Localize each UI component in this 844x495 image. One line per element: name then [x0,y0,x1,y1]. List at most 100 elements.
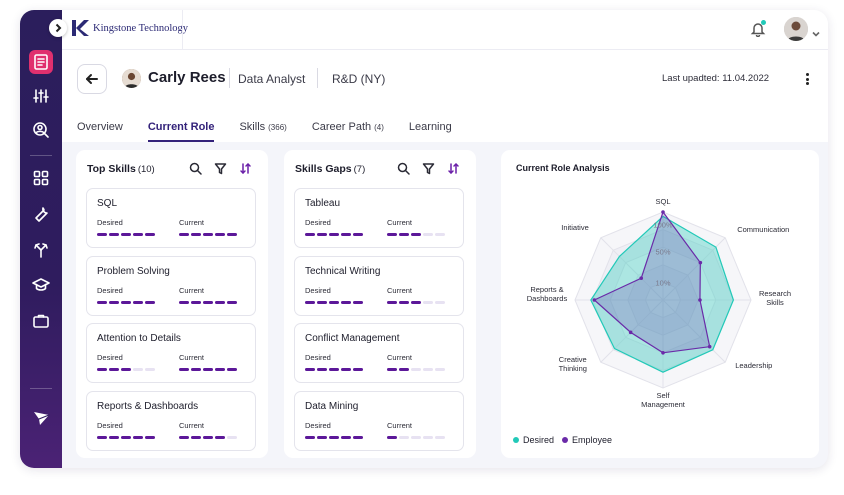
desired-level-bar [305,368,363,371]
level-segment [121,233,131,236]
app-window: Kingstone Technology Carly Rees Data Ana… [20,10,828,468]
level-segment [305,300,315,304]
level-segment [317,435,327,439]
level-segment [399,435,409,439]
skill-card[interactable]: Problem Solving Desired Current [86,255,256,316]
radar-series-desired [590,215,735,373]
notifications-button[interactable] [750,20,768,39]
chart-legend: Desired Employee [513,435,620,445]
filter-icon[interactable] [422,162,436,176]
level-segment [179,233,189,236]
divider [182,10,183,50]
user-avatar[interactable] [784,17,808,41]
search-icon[interactable] [397,162,411,176]
paper-plane-logo-icon [29,406,53,430]
employee-name: Carly Rees [148,69,226,86]
skill-card[interactable]: Data Mining Desired Current [294,390,464,451]
current-label: Current [179,420,205,430]
level-segment [227,300,237,304]
desired-label: Desired [97,218,123,227]
level-segment [423,300,433,304]
level-segment [353,300,363,304]
user-search-icon[interactable] [29,118,53,142]
current-level-bar [179,300,237,304]
more-options-icon[interactable] [800,72,814,86]
level-segment [329,300,339,304]
employee-header: Carly Rees Data Analyst R&D (NY) Last up… [62,50,828,142]
skill-card[interactable]: Reports & Dashboards Desired Current [86,390,256,451]
radar-axis-line [662,237,726,301]
desired-label: Desired [97,353,123,362]
employee-department: R&D (NY) [332,72,386,86]
back-button[interactable] [77,64,107,94]
level-segment [341,300,351,304]
axis-label: SQL [655,197,670,206]
level-segment [329,368,339,371]
briefcase-icon[interactable] [29,309,53,333]
current-label: Current [179,353,205,362]
skill-name: Technical Writing [305,265,381,277]
level-segment [215,233,225,236]
tab-career-path[interactable]: Career Path (4) [312,120,384,142]
axis-label: Communication [737,225,789,234]
skill-name: Attention to Details [97,333,181,344]
level-segment [317,368,327,371]
level-segment [145,435,155,439]
level-segment [435,435,445,439]
tab-bar: Overview Current Role Skills (366) Career… [77,120,477,142]
sort-icon[interactable] [447,162,461,176]
sort-icon[interactable] [239,162,253,176]
split-arrows-icon[interactable] [29,238,53,262]
level-segment [109,300,119,304]
tab-label: Skills [239,121,266,133]
level-segment [179,435,189,439]
level-segment [203,368,213,371]
level-segment [121,300,131,304]
skill-card[interactable]: SQL Desired Current [86,188,256,248]
level-segment [133,233,143,236]
wrench-icon[interactable] [29,202,53,226]
current-level-bar [179,233,237,236]
level-segment [317,300,327,304]
radar-point [698,260,703,265]
level-segment [215,435,225,439]
level-segment [387,233,397,236]
desired-label: Desired [305,285,331,295]
search-icon[interactable] [189,162,203,176]
dashboard-icon[interactable] [29,50,53,74]
tab-learning[interactable]: Learning [409,120,452,142]
level-segment [329,233,339,236]
panel-count: (7) [353,164,366,175]
graduation-cap-icon[interactable] [29,273,53,297]
grid-icon[interactable] [29,166,53,190]
tab-count: (4) [374,123,384,132]
desired-level-bar [97,233,155,236]
axis-label: Leadership [735,361,772,370]
collapse-sidebar-button[interactable] [49,19,67,37]
skill-card[interactable]: Tableau Desired Current [294,188,464,248]
skill-card[interactable]: Technical Writing Desired Current [294,255,464,316]
level-segment [133,300,143,304]
filter-icon[interactable] [214,162,228,176]
tab-skills[interactable]: Skills (366) [239,120,286,142]
sliders-icon[interactable] [29,84,53,108]
tab-overview[interactable]: Overview [77,120,123,142]
level-segment [227,435,237,439]
sidebar-divider [30,155,52,156]
level-segment [423,435,433,439]
level-segment [215,368,225,371]
skill-name: Conflict Management [305,333,400,344]
level-segment [109,368,119,371]
desired-label: Desired [305,420,331,430]
tab-current-role[interactable]: Current Role [147,120,214,142]
chevron-down-icon[interactable] [812,25,820,37]
skill-card[interactable]: Conflict Management Desired Current [294,323,464,383]
current-level-bar [387,233,445,236]
current-level-bar [387,368,445,371]
skill-card[interactable]: Attention to Details Desired Current [86,323,256,383]
level-segment [341,368,351,371]
axis-label: Research Skills [759,289,791,307]
brand-logo[interactable]: Kingstone Technology [70,19,188,37]
divider [229,68,230,88]
level-segment [179,368,189,371]
